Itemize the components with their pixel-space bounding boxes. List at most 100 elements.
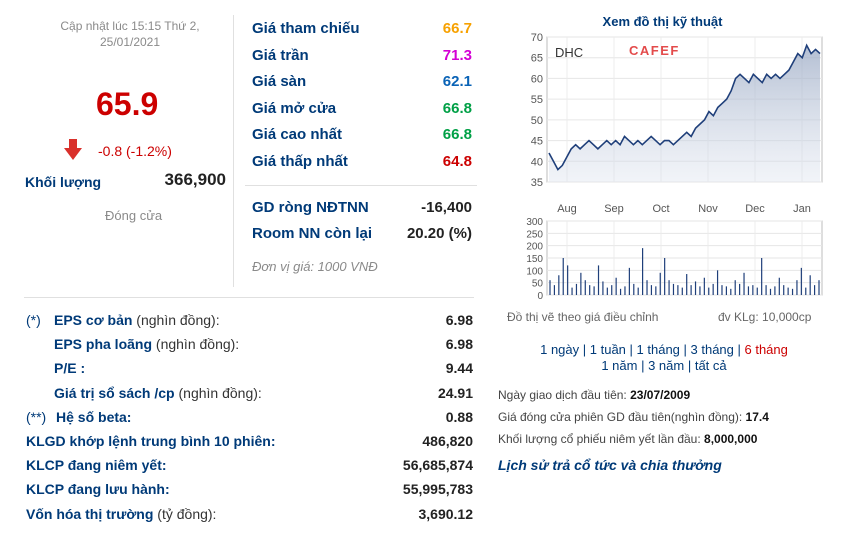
fundamental-name: KLCP đang lưu hành: (26, 481, 170, 498)
price-line (548, 43, 821, 171)
current-price: 65.9 (96, 86, 159, 122)
fundamental-unit: (nghìn đồng): (174, 384, 262, 401)
range-separator: | (733, 342, 745, 357)
quote-label: Giá sàn (252, 73, 307, 90)
range-3-năm[interactable]: 3 năm (648, 358, 685, 373)
price-tick-label: 40 (531, 156, 543, 168)
range-1-tuần[interactable]: 1 tuần (589, 342, 626, 357)
unit-note: Đơn vị giá: 1000 VNĐ (252, 259, 378, 274)
dividend-history-link[interactable]: Lịch sử trả cổ tức và chia thưởng (498, 457, 722, 473)
fundamental-label: P/E : (54, 360, 85, 376)
range-separator: | (684, 358, 695, 373)
quote-label: Giá thấp nhất (252, 152, 348, 170)
foreign-value: 20.20 (%) (406, 225, 472, 242)
quote-value: 66.8 (442, 99, 472, 117)
listing-row: Khối lượng cổ phiếu niêm yết lần đầu: 8,… (498, 432, 757, 446)
listing-label: Giá đóng cửa phiên GD đầu tiên(nghìn đồn… (498, 410, 746, 424)
quote-value: 66.7 (442, 20, 472, 37)
price-tick-label: 70 (531, 32, 543, 44)
fundamental-name: P/E : (54, 360, 86, 377)
chart-note-adjusted: Đồ thị vẽ theo giá điều chỉnh (507, 310, 659, 324)
quote-label: Giá cao nhất (252, 126, 343, 143)
fundamental-name: Giá trị sổ sách /cp (54, 384, 175, 401)
foreign-label: GD ròng NĐTNN (252, 199, 369, 216)
volume-tick-label: 150 (526, 254, 543, 265)
quote-value: 62.1 (442, 73, 472, 90)
price-tick-label: 55 (531, 94, 543, 106)
foreign-row: GD ròng NĐTNN -16,400 (252, 199, 472, 216)
chart-symbol: DHC (555, 45, 583, 60)
volume-tick-label: 200 (526, 242, 543, 253)
footnote-marker: (*) (26, 312, 41, 328)
quote-value: 66.8 (442, 126, 472, 143)
fundamental-unit: (nghìn đồng): (132, 312, 220, 328)
down-arrow-icon (64, 139, 82, 160)
fundamental-name: EPS cơ bản (54, 312, 133, 328)
month-tick-label: Aug (557, 203, 577, 215)
range-separator: | (679, 342, 691, 357)
fundamental-row: KLCP đang niêm yết: 56,685,874 (26, 457, 473, 479)
quote-row: Giá tham chiếu 66.7 (252, 20, 472, 44)
fundamental-name: Hệ số beta: (56, 408, 132, 425)
fundamental-label: KLCP đang niêm yết: (26, 457, 167, 473)
section-divider (245, 185, 477, 186)
column-divider (233, 15, 234, 287)
fundamental-row: (**) Hệ số beta: 0.88 (26, 409, 473, 431)
fundamental-value: 6.98 (445, 312, 473, 328)
technical-chart-link[interactable]: Xem đồ thị kỹ thuật (602, 14, 723, 29)
price-tick-label: 35 (531, 177, 543, 189)
fundamental-row: (*) EPS cơ bản (nghìn đồng): 6.98 (26, 312, 473, 334)
quote-row: Giá cao nhất 66.8 (252, 126, 472, 150)
fundamental-value: 24.91 (437, 384, 473, 401)
fundamental-label: EPS cơ bản (nghìn đồng): (54, 312, 220, 328)
range-separator: | (579, 342, 590, 357)
range-1-năm[interactable]: 1 năm (601, 358, 638, 373)
quote-row: Giá trần 71.3 (252, 47, 472, 71)
price-tick-label: 60 (531, 73, 543, 85)
fundamental-row: P/E : 9.44 (26, 360, 473, 382)
month-tick-label: Sep (604, 203, 624, 215)
range-separator: | (637, 358, 649, 373)
range-1-tháng[interactable]: 1 tháng (636, 342, 680, 357)
quote-label: Giá trần (252, 46, 309, 64)
range-1-ngày[interactable]: 1 ngày (540, 342, 580, 357)
month-tick-label: Dec (745, 203, 765, 215)
fundamental-label: KLGD khớp lệnh trung bình 10 phiên: (26, 433, 276, 449)
time-range-selector: 1 ngày | 1 tuần | 1 tháng | 3 tháng | 6 … (497, 342, 831, 374)
month-tick-label: Jan (793, 203, 811, 215)
fundamental-value: 55,995,783 (402, 481, 473, 498)
fundamental-row: EPS pha loãng (nghìn đồng): 6.98 (26, 336, 473, 358)
price-area (549, 45, 820, 183)
price-change: -0.8 (-1.2%) (98, 143, 172, 159)
range-3-tháng[interactable]: 3 tháng (690, 342, 734, 357)
listing-row: Ngày giao dịch đầu tiên: 23/07/2009 (498, 388, 690, 402)
fundamental-label: Hệ số beta: (56, 409, 131, 425)
fundamental-value: 56,685,874 (402, 457, 473, 474)
range-tất-cả[interactable]: tất cả (694, 358, 727, 373)
last-updated: Cập nhật lúc 15:15 Thứ 2, 25/01/2021 (60, 19, 200, 49)
range-6-tháng[interactable]: 6 tháng (744, 342, 788, 357)
listing-value: 17.4 (745, 410, 769, 424)
fundamental-label: Giá trị sổ sách /cp (nghìn đồng): (54, 385, 262, 401)
fundamental-name: EPS pha loãng (54, 336, 153, 353)
range-separator: | (625, 342, 637, 357)
price-tick-label: 50 (531, 115, 543, 127)
quote-label: Giá mở cửa (252, 99, 337, 117)
volume-tick-label: 50 (532, 279, 544, 290)
fundamental-row: Vốn hóa thị trường (tỷ đồng): 3,690.12 (26, 506, 473, 528)
volume-tick-label: 250 (526, 229, 543, 240)
fundamental-name: Vốn hóa thị trường (26, 505, 154, 522)
volume-tick-label: 300 (526, 217, 543, 228)
fundamental-row: Giá trị sổ sách /cp (nghìn đồng): 24.91 (26, 385, 473, 407)
price-tick-label: 45 (531, 136, 543, 148)
volume-value: 366,900 (164, 170, 226, 189)
fundamental-value: 9.44 (445, 360, 473, 377)
volume-tick-label: 0 (537, 291, 543, 302)
fundamental-value: 6.98 (445, 336, 473, 353)
section-divider (24, 297, 474, 298)
foreign-row: Room NN còn lại 20.20 (%) (252, 225, 472, 242)
fundamental-row: KLGD khớp lệnh trung bình 10 phiên: 486,8… (26, 433, 473, 455)
foreign-label: Room NN còn lại (252, 225, 373, 242)
fundamental-value: 486,820 (422, 433, 473, 449)
fundamental-row: KLCP đang lưu hành: 55,995,783 (26, 481, 473, 503)
